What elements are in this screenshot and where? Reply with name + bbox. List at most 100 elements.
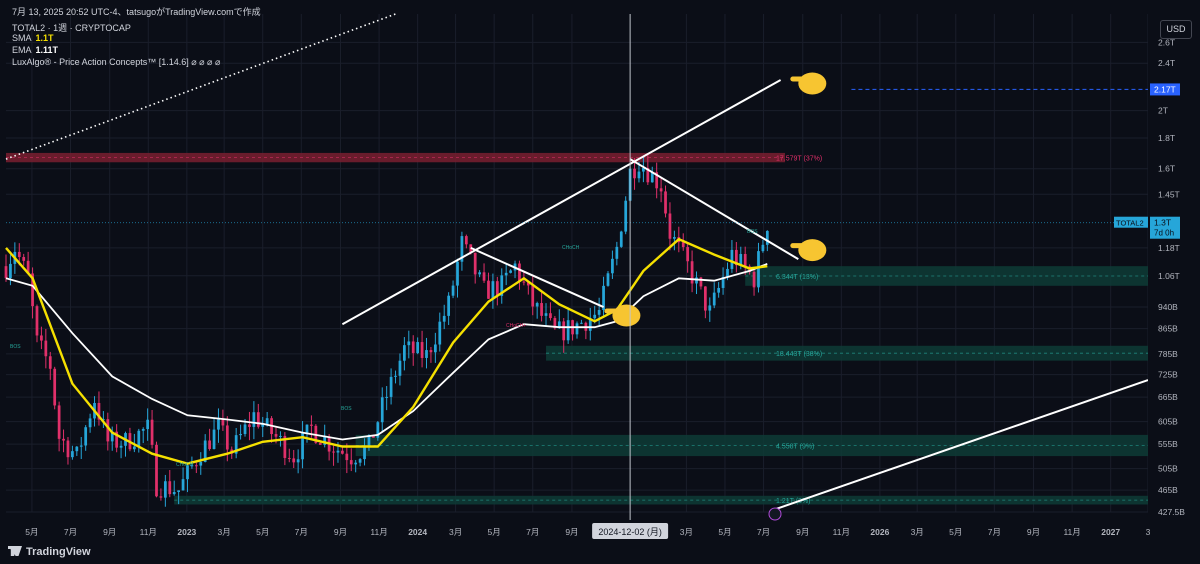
time-tick-label: 5月 xyxy=(256,527,269,537)
sma-line xyxy=(5,237,768,465)
candle-body xyxy=(575,323,579,335)
zone-demand xyxy=(745,266,1148,286)
price-tick-label: 555B xyxy=(1158,439,1178,449)
candle-body xyxy=(17,251,21,258)
target-price-badge xyxy=(1150,83,1180,96)
time-tick-label: 5月 xyxy=(718,527,731,537)
zone-label: 4.558T (9%) xyxy=(776,443,814,450)
candle-body xyxy=(429,350,433,353)
ema-legend[interactable]: EMA 1.11T xyxy=(12,45,58,55)
sma-legend[interactable]: SMA 1.1T xyxy=(12,33,54,43)
candle-body xyxy=(385,396,389,398)
candle-body xyxy=(650,172,654,183)
structure-annotations: BOS BOS CHoCH CHoCH CHoCH+ BOS xyxy=(10,229,758,468)
zone-label: 18.443T (38%) xyxy=(776,351,822,358)
candle-body xyxy=(35,306,39,336)
time-tick-label: 2027 xyxy=(1101,527,1120,537)
candle-body xyxy=(402,345,406,361)
candle-body xyxy=(681,242,685,248)
candle-body xyxy=(310,424,313,426)
trendlines xyxy=(5,13,1149,512)
candle-body xyxy=(597,309,601,315)
candle-body xyxy=(549,313,552,319)
candle-body xyxy=(177,490,181,492)
candle-body xyxy=(115,431,119,448)
candle-body xyxy=(407,341,411,346)
ema-value: 1.11T xyxy=(35,45,59,55)
candle-body xyxy=(487,280,490,299)
candle-body xyxy=(717,287,721,293)
hand-finger xyxy=(790,76,809,82)
candle-body xyxy=(239,434,242,436)
candle-body xyxy=(504,272,508,276)
candle-body xyxy=(292,458,296,463)
candle-body xyxy=(367,435,371,446)
candle-body xyxy=(495,281,499,296)
time-tick-label: 5月 xyxy=(488,527,501,537)
time-tick-label: 7月 xyxy=(757,527,770,537)
candle-body xyxy=(372,435,375,438)
time-tick-label: 7月 xyxy=(988,527,1001,537)
candle-body xyxy=(349,460,353,465)
structure-label: CHoCH+ xyxy=(506,323,526,329)
candle-body xyxy=(765,230,769,245)
candle-body xyxy=(473,252,477,275)
candle-body xyxy=(40,335,43,341)
candle-body xyxy=(190,465,194,467)
candle-body xyxy=(553,318,557,329)
candle-body xyxy=(323,436,327,445)
candle-body xyxy=(451,285,455,296)
candle-body xyxy=(380,397,384,423)
time-axis[interactable]: 5月 7月 9月 11月 2023 3月 5月 7月 9月 11月 2024 3月 5月 7月 9月 3月 5月… xyxy=(0,507,1200,542)
candle-body xyxy=(318,442,322,445)
candle-body xyxy=(389,376,393,397)
candle-body xyxy=(287,457,291,459)
candle-body xyxy=(212,429,216,450)
candle-body xyxy=(75,446,79,452)
candle-body xyxy=(734,249,738,266)
candle-body xyxy=(708,305,712,311)
candle-body xyxy=(659,188,663,192)
candle-body xyxy=(411,341,415,354)
tradingview-logo[interactable]: TradingView xyxy=(8,546,91,558)
candle-body xyxy=(261,424,265,427)
price-tick-label: 1.8T xyxy=(1158,133,1175,143)
pointing-hand-icon xyxy=(790,72,827,95)
indicator-legend[interactable]: LuxAlgo® - Price Action Concepts™ [1.14.… xyxy=(12,57,221,67)
price-axis[interactable]: 2.6T 2.4T 2T 1.8T 1.6T 1.45T 1.18T 1.06T 940B 865… xyxy=(1114,0,1200,542)
ema-line xyxy=(5,262,768,441)
candle-body xyxy=(602,285,605,310)
candle-body xyxy=(593,314,597,319)
crosshair-date-badge xyxy=(592,523,669,539)
price-tick-label: 427.5B xyxy=(1158,507,1185,517)
candle-body xyxy=(726,268,729,277)
candle-body xyxy=(106,419,110,442)
candle-body xyxy=(217,419,220,430)
candle-body xyxy=(509,270,512,273)
time-tick-label: 2024 xyxy=(408,527,427,537)
candle-body xyxy=(141,429,145,431)
candle-body xyxy=(172,491,176,495)
time-tick-label: 11月 xyxy=(1063,527,1080,537)
candle-body xyxy=(97,402,101,420)
candle-body xyxy=(57,405,61,439)
time-tick-label: 5月 xyxy=(25,527,38,537)
hand-finger xyxy=(790,243,809,249)
candle-body xyxy=(580,322,583,324)
structure-label: BOS xyxy=(747,229,758,235)
symbol-line[interactable]: TOTAL2 · 1週 · CRYPTOCAP xyxy=(12,23,131,33)
price-tick-label: 465B xyxy=(1158,485,1178,495)
candle-body xyxy=(84,427,88,446)
candle-body xyxy=(730,249,734,269)
currency-button[interactable]: USD xyxy=(1160,20,1192,39)
candle-body xyxy=(712,292,716,306)
trendline xyxy=(629,158,799,261)
candle-body xyxy=(358,459,362,463)
candle-body xyxy=(761,244,765,252)
time-tick-label: 3月 xyxy=(218,527,231,537)
candle-body xyxy=(686,247,690,262)
time-tick-label: 7月 xyxy=(526,527,539,537)
price-tick-label: 2T xyxy=(1158,106,1168,116)
time-tick-label: 9月 xyxy=(796,527,809,537)
